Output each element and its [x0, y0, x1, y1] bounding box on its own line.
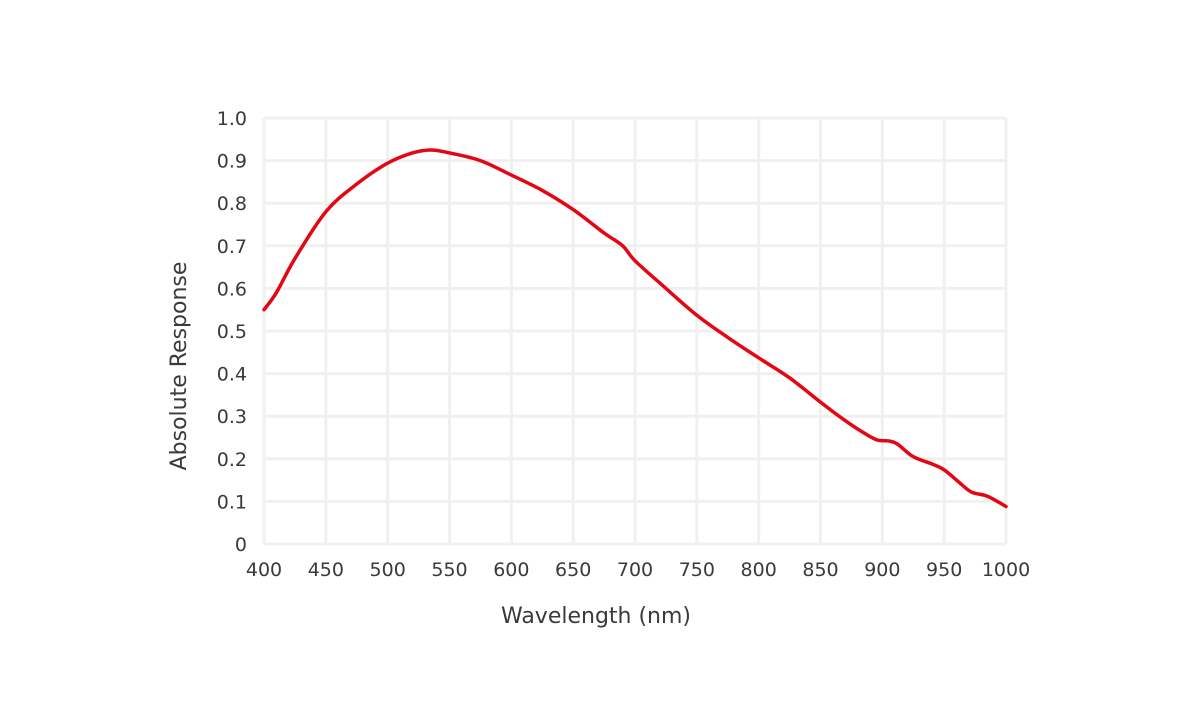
x-tick-label: 550: [431, 559, 467, 581]
y-tick-label: 0.5: [217, 321, 247, 343]
x-tick-label: 600: [493, 559, 529, 581]
y-tick-label: 0.8: [217, 193, 247, 215]
y-tick-label: 0.7: [217, 236, 247, 258]
y-tick-label: 0.1: [217, 491, 247, 513]
y-tick-label: 0: [235, 534, 247, 556]
y-tick-label: 0.9: [217, 151, 247, 173]
x-tick-labels: 400 450 500 550 600 650 700 750 800 850 900 950 1000: [246, 559, 1030, 581]
grid: [262, 116, 1008, 546]
series-line: [262, 148, 1008, 509]
y-axis-label: Absolute Response: [167, 262, 192, 471]
x-tick-label: 900: [864, 559, 900, 581]
y-tick-label: 1.0: [217, 108, 247, 130]
y-tick-label: 0.2: [217, 449, 247, 471]
y-tick-label: 0.6: [217, 278, 247, 300]
x-tick-label: 500: [370, 559, 406, 581]
x-axis-label: Wavelength (nm): [501, 604, 691, 629]
x-tick-label: 650: [555, 559, 591, 581]
y-tick-label: 0.3: [217, 406, 247, 428]
y-tick-labels: 0 0.1 0.2 0.3 0.4 0.5 0.6 0.7 0.8 0.9 1.0: [217, 108, 247, 556]
x-tick-label: 1000: [982, 559, 1030, 581]
x-tick-label: 950: [926, 559, 962, 581]
x-tick-label: 450: [308, 559, 344, 581]
y-tick-label: 0.4: [217, 364, 247, 386]
x-tick-label: 800: [741, 559, 777, 581]
x-tick-label: 750: [679, 559, 715, 581]
x-tick-label: 700: [617, 559, 653, 581]
x-tick-label: 850: [802, 559, 838, 581]
x-tick-label: 400: [246, 559, 282, 581]
